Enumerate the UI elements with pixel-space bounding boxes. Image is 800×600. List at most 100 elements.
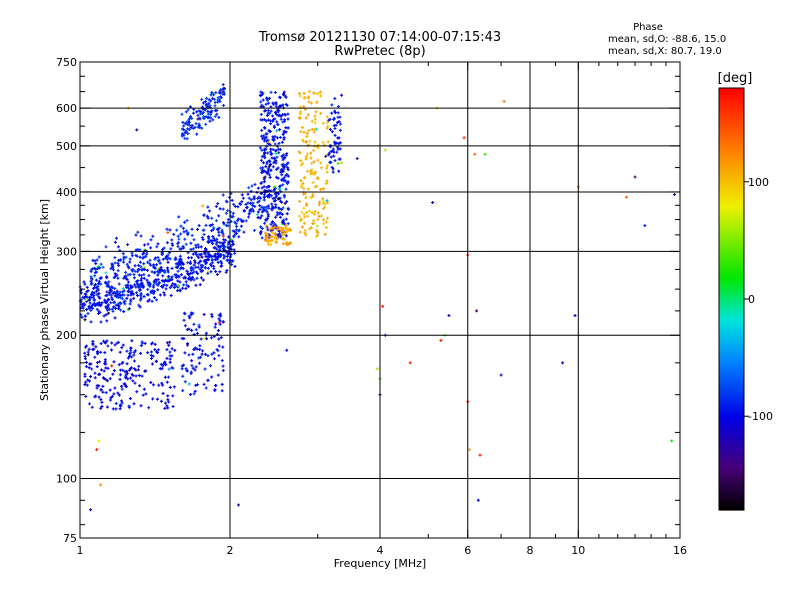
data-point: [308, 227, 312, 231]
data-point: [99, 388, 103, 392]
data-point: [89, 279, 93, 283]
data-point: [280, 173, 284, 177]
colorbar-segment: [719, 160, 744, 164]
data-point: [97, 395, 101, 399]
colorbar-segment: [719, 166, 744, 170]
data-point: [247, 196, 251, 200]
data-point: [83, 292, 87, 296]
data-point: [308, 139, 312, 143]
data-point: [160, 381, 164, 385]
data-point: [194, 383, 198, 387]
data-point: [251, 204, 255, 208]
data-point: [151, 397, 155, 401]
data-point: [211, 118, 215, 122]
data-point: [99, 398, 103, 402]
data-point: [216, 373, 220, 377]
data-point: [273, 232, 277, 236]
data-point: [201, 264, 205, 268]
data-point: [272, 138, 276, 142]
colorbar-segment: [719, 374, 744, 378]
data-point: [106, 366, 110, 370]
data-point: [261, 170, 265, 174]
data-point: [139, 351, 143, 355]
data-point: [208, 113, 212, 117]
data-point: [134, 374, 138, 378]
data-point: [325, 126, 329, 130]
data-point: [165, 348, 169, 352]
data-point: [113, 343, 117, 347]
data-point: [286, 126, 290, 130]
data-point: [205, 96, 209, 100]
data-point: [141, 283, 145, 287]
data-point: [625, 195, 629, 199]
data-point: [117, 363, 121, 367]
data-point: [113, 256, 117, 260]
data-point: [141, 393, 145, 397]
data-point: [219, 259, 223, 263]
data-point: [202, 382, 206, 386]
data-point: [268, 175, 272, 179]
data-point: [224, 270, 228, 274]
data-point: [154, 279, 158, 283]
data-point: [313, 209, 317, 213]
data-point: [97, 282, 101, 286]
data-point: [97, 439, 101, 443]
colorbar-segment: [719, 389, 744, 394]
data-point: [475, 309, 479, 313]
data-point: [210, 259, 214, 263]
data-point: [186, 270, 190, 274]
data-point: [313, 127, 317, 131]
data-point: [266, 204, 270, 208]
colorbar-segment: [719, 169, 744, 173]
data-point: [139, 292, 143, 296]
data-point: [256, 212, 260, 216]
data-point: [132, 359, 136, 363]
data-point: [280, 154, 284, 158]
data-point: [91, 267, 95, 271]
data-point: [270, 194, 274, 198]
data-point: [127, 404, 131, 408]
data-point: [321, 197, 325, 201]
data-point: [128, 260, 132, 264]
data-point: [137, 303, 141, 307]
data-point: [313, 91, 317, 95]
data-point: [104, 281, 108, 285]
data-point: [189, 126, 193, 130]
data-point: [339, 161, 343, 165]
data-point: [276, 197, 280, 201]
colorbar-segment: [719, 464, 744, 469]
data-point: [120, 387, 124, 391]
data-point: [95, 307, 99, 311]
data-point: [196, 243, 200, 247]
data-point: [90, 303, 94, 307]
data-point: [267, 184, 271, 188]
data-point: [142, 276, 146, 280]
data-point: [478, 453, 482, 457]
data-point: [110, 297, 114, 301]
colorbar-label: [deg]: [718, 71, 753, 86]
data-point: [225, 268, 229, 272]
data-point: [112, 276, 116, 280]
data-point: [139, 282, 143, 286]
data-point: [262, 134, 266, 138]
data-point: [208, 110, 212, 114]
data-point: [203, 367, 207, 371]
data-point: [118, 296, 122, 300]
data-point: [84, 360, 88, 364]
data-point: [217, 337, 221, 341]
data-point: [166, 375, 170, 379]
colorbar-segment: [719, 449, 744, 454]
data-point: [121, 290, 125, 294]
data-point: [127, 289, 131, 293]
colorbar-segment: [719, 295, 744, 300]
data-point: [140, 267, 144, 271]
data-point: [192, 278, 196, 282]
colorbar: 100 0 -100: [718, 87, 773, 511]
colorbar-segment: [719, 202, 744, 207]
data-point: [233, 264, 237, 268]
data-point: [167, 400, 171, 404]
data-point: [158, 293, 162, 297]
data-point: [270, 220, 274, 224]
data-point: [182, 337, 186, 341]
data-point: [189, 392, 193, 396]
